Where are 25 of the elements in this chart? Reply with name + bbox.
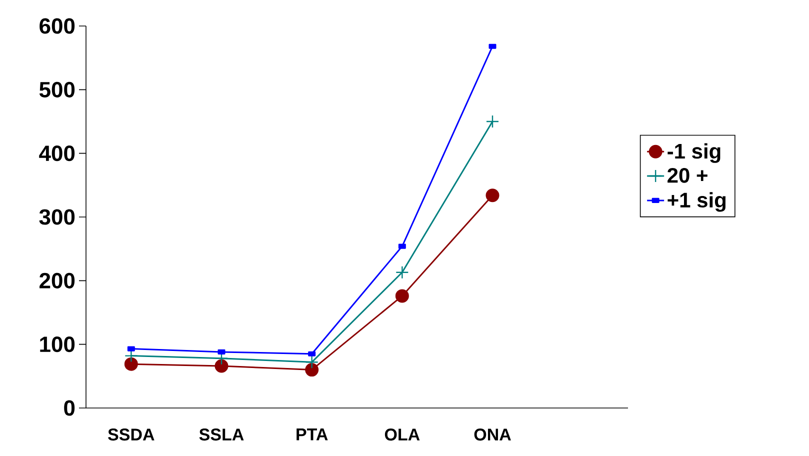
x-tick-label: SSLA [199,428,244,441]
point [305,356,318,369]
point [124,349,138,362]
x-tick-label: ONA [474,428,511,441]
point [486,114,500,128]
y-tick-label: 300 [39,209,75,225]
legend-label: +1 sig [668,192,726,212]
point [214,359,228,373]
x-tick-label: PTA [296,428,328,440]
x-tick-label: SSDA [108,428,154,441]
point [396,266,409,279]
y-tick-label: 600 [40,18,75,34]
y-tick-label: 0 [64,400,75,416]
y-tick-label: 200 [40,272,75,288]
legend-label: -1 sig [668,143,720,163]
y-tick-label: 400 [39,146,75,162]
point [124,357,138,371]
legend-label: 20 + [668,168,708,183]
point [218,349,226,355]
y-tick-label: 500 [39,82,75,98]
x-tick-label: OLA [384,428,420,441]
point [395,289,409,303]
point [305,363,319,377]
y-tick-label: 100 [40,336,75,352]
point [486,188,500,202]
